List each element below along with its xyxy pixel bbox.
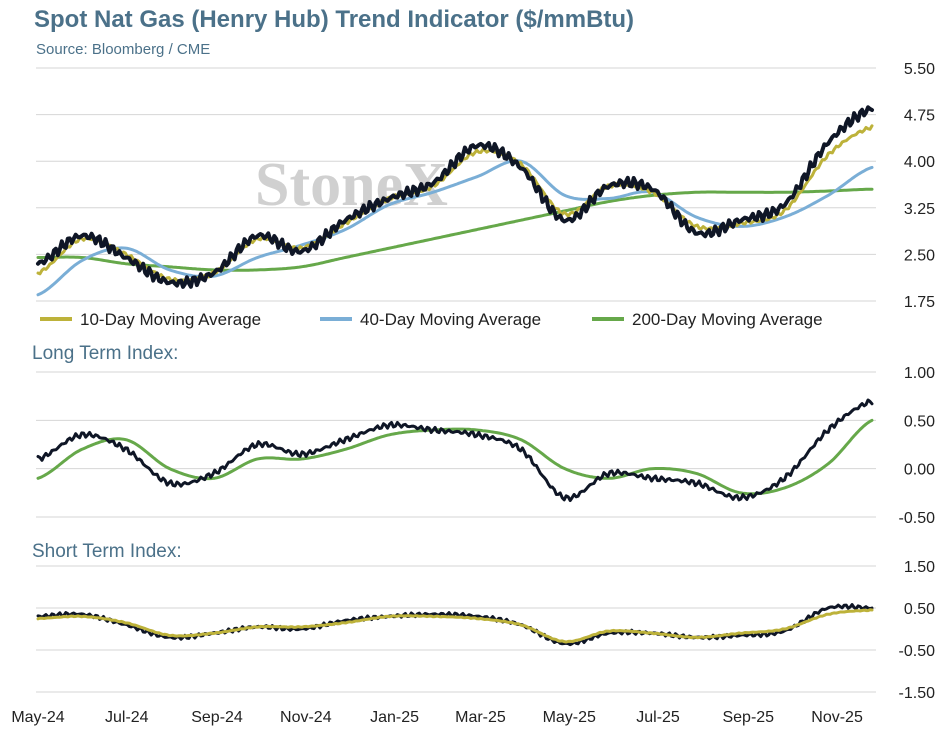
short-term-index-title: Short Term Index:: [32, 541, 182, 562]
x-tick-label: May-25: [543, 709, 596, 726]
ma10-line: [36, 124, 874, 284]
y-tick-label: 0.50: [904, 601, 935, 618]
x-tick-label: Jul-25: [636, 709, 680, 726]
y-tick-label: 1.75: [904, 294, 935, 311]
x-tick-label: Nov-25: [811, 709, 863, 726]
y-tick-label: 4.00: [904, 154, 935, 171]
x-tick-label: Jul-24: [105, 709, 149, 726]
y-tick-label: -0.50: [899, 643, 936, 660]
legend-label: 200-Day Moving Average: [632, 310, 823, 329]
y-tick-label: 4.75: [904, 108, 935, 125]
y-tick-label: -1.50: [899, 685, 936, 702]
legend-label: 40-Day Moving Average: [360, 310, 541, 329]
chart-source: Source: Bloomberg / CME: [36, 41, 211, 58]
long-term-fast-line: [36, 398, 874, 503]
long-term-index-title: Long Term Index:: [32, 343, 179, 364]
x-tick-label: Sep-25: [722, 709, 774, 726]
y-tick-label: 1.50: [904, 559, 935, 576]
y-tick-label: 0.00: [904, 462, 935, 479]
y-tick-label: 3.25: [904, 201, 935, 218]
x-tick-label: Nov-24: [280, 709, 332, 726]
x-tick-label: Mar-25: [455, 709, 506, 726]
legend-label: 10-Day Moving Average: [80, 310, 261, 329]
x-tick-label: Jan-25: [370, 709, 419, 726]
short-term-fast-line: [36, 603, 874, 647]
ma200-line: [36, 187, 874, 272]
y-tick-label: 2.50: [904, 247, 935, 264]
y-tick-label: -0.50: [899, 510, 936, 527]
x-tick-label: May-24: [11, 709, 64, 726]
y-tick-label: 1.00: [904, 365, 935, 382]
x-tick-label: Sep-24: [191, 709, 243, 726]
y-tick-label: 5.50: [904, 61, 935, 78]
long-term-slow-line: [36, 418, 874, 496]
short-term-slow-line: [36, 608, 874, 644]
y-tick-label: 0.50: [904, 413, 935, 430]
chart-title: Spot Nat Gas (Henry Hub) Trend Indicator…: [34, 6, 635, 33]
price-line: [36, 105, 874, 289]
